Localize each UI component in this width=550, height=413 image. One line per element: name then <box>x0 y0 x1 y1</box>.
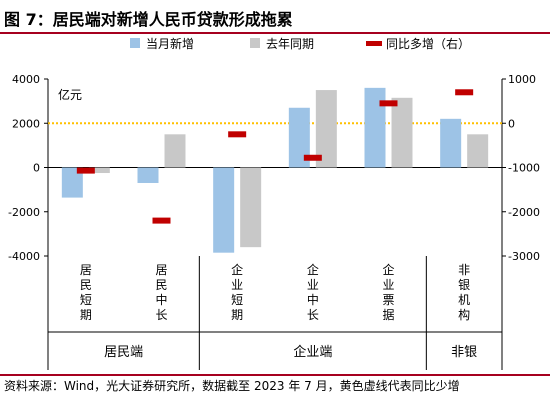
category-label-char: 期 <box>231 308 243 322</box>
yoy-marker <box>76 167 95 174</box>
y-right-tick-label: 0 <box>508 117 515 130</box>
bar-last-year <box>467 134 489 168</box>
bar-current <box>213 167 235 253</box>
bar-current <box>440 118 462 168</box>
legend-swatch <box>250 38 260 48</box>
category-label-char: 企 <box>307 262 319 277</box>
group-label: 居民端 <box>104 345 143 360</box>
yoy-marker <box>228 131 247 138</box>
footer: 资料来源：Wind，光大证券研究所，数据截至 2023 年 7 月，黄色虚线代表… <box>0 374 550 413</box>
y-left-tick-label: 4000 <box>12 73 40 86</box>
unit-label: 亿元 <box>58 87 82 102</box>
bar-last-year <box>391 97 413 168</box>
y-left-tick-label: -2000 <box>8 206 40 219</box>
category-label-char: 居 <box>80 263 92 277</box>
yoy-marker <box>303 154 322 161</box>
y-right-tick-label: -2000 <box>508 206 540 219</box>
category-label-char: 据 <box>382 308 394 322</box>
group-label: 非银 <box>451 345 477 360</box>
y-left-tick-label: 2000 <box>12 117 40 130</box>
legend-swatch <box>130 38 140 48</box>
category-label-char: 中 <box>307 292 319 307</box>
category-label-char: 企 <box>382 262 394 277</box>
category-label-char: 民 <box>80 278 92 292</box>
category-label-char: 短 <box>80 293 92 307</box>
bar-current <box>364 87 386 168</box>
category-label-char: 机 <box>458 293 470 307</box>
category-label-char: 期 <box>80 308 92 322</box>
bar-current <box>61 167 83 198</box>
category-label-char: 长 <box>155 308 167 322</box>
group-label: 企业端 <box>293 344 332 360</box>
category-label-char: 构 <box>458 307 470 322</box>
bar-last-year <box>88 167 110 174</box>
title-bar: 图 7：居民端对新增人民币贷款形成拖累 <box>0 0 550 34</box>
y-right-tick-label: -1000 <box>508 162 540 175</box>
category-label-char: 业 <box>382 278 394 292</box>
yoy-marker <box>379 100 398 107</box>
loan-chart: 当月新增 去年同期 同比多增（右） 4000 2000 0 -2000 -4000 1000 0… <box>8 36 540 370</box>
category-label-char: 银 <box>458 278 470 292</box>
bar-current <box>288 107 310 168</box>
yoy-marker <box>455 89 474 96</box>
yoy-marker <box>152 217 171 224</box>
category-label-char: 票 <box>382 293 394 307</box>
legend-label: 去年同期 <box>266 37 314 51</box>
plot-area: 4000 2000 0 -2000 -4000 1000 0 -1000 -2000 -3000 亿… <box>8 73 540 370</box>
category-label-char: 业 <box>231 278 243 292</box>
category-label-char: 短 <box>231 293 243 307</box>
category-label-char: 长 <box>307 308 319 322</box>
category-label-char: 非 <box>458 263 470 277</box>
bar-last-year <box>164 134 186 168</box>
category-label-char: 业 <box>307 278 319 292</box>
y-left-tick-label: -4000 <box>8 250 40 263</box>
y-left-tick-label: 0 <box>33 162 40 175</box>
source-note: 资料来源：Wind，光大证券研究所，数据截至 2023 年 7 月，黄色虚线代表… <box>4 379 460 393</box>
y-right-tick-label: 1000 <box>508 73 536 86</box>
bar-last-year <box>315 90 337 168</box>
legend-label: 当月新增 <box>146 36 194 51</box>
category-label-char: 中 <box>155 292 167 307</box>
page-title: 图 7：居民端对新增人民币贷款形成拖累 <box>4 10 293 29</box>
bar-current <box>137 167 159 183</box>
category-label-char: 企 <box>231 262 243 277</box>
legend: 当月新增 去年同期 同比多增（右） <box>130 36 470 51</box>
category-label-char: 居 <box>155 263 167 277</box>
legend-swatch <box>366 41 382 46</box>
category-label-char: 民 <box>155 278 167 292</box>
y-right-tick-label: -3000 <box>508 250 540 263</box>
legend-label: 同比多增（右） <box>386 36 470 51</box>
bar-last-year <box>240 167 262 248</box>
